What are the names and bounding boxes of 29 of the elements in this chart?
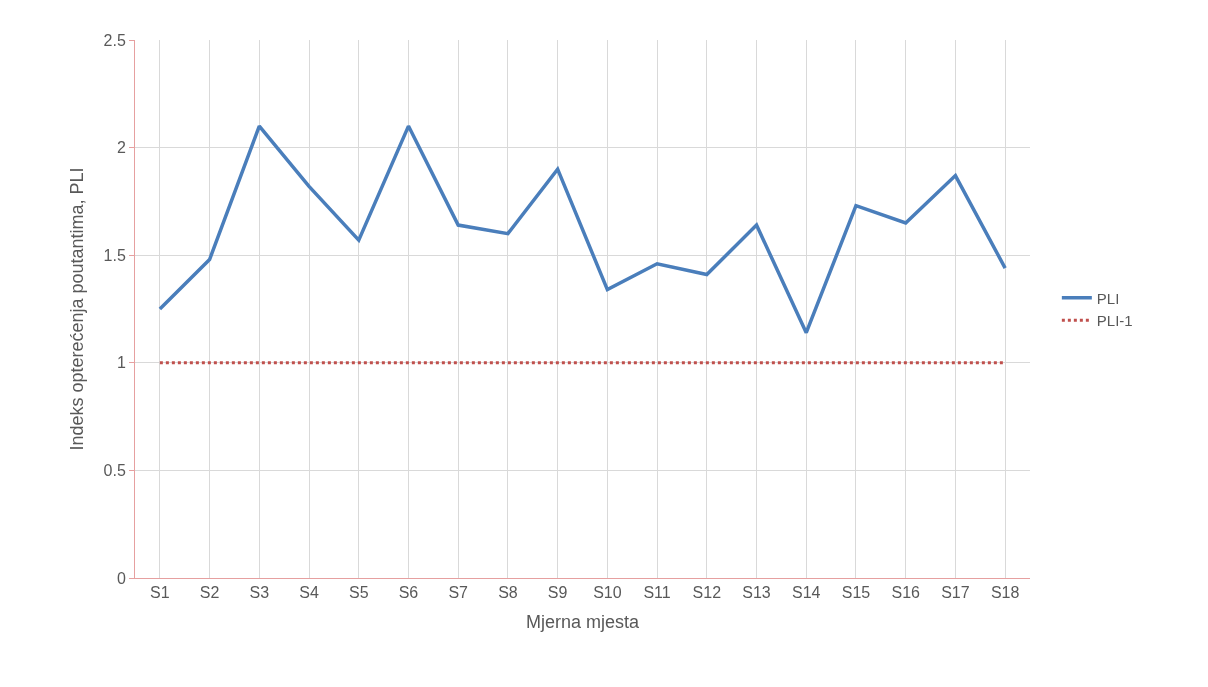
x-tick-label: S1 — [150, 584, 170, 602]
x-tick-label: S5 — [348, 584, 369, 602]
x-tick-label: S14 — [792, 584, 821, 602]
legend-label: PLI-1 — [1096, 312, 1133, 330]
y-tick-label: 0 — [116, 569, 126, 587]
x-axis-title: Mjerna mjesta — [525, 612, 640, 633]
x-tick-label: S11 — [643, 584, 671, 602]
x-tick-label: S16 — [891, 584, 921, 602]
y-tick-label: 2.5 — [103, 31, 126, 49]
x-tick-label: S9 — [547, 584, 568, 602]
x-tick-label: S12 — [692, 584, 722, 602]
x-tick-label: S17 — [941, 584, 970, 602]
x-tick-label: S8 — [498, 584, 518, 602]
x-tick-label: S2 — [199, 584, 220, 602]
x-tick-label: S13 — [742, 584, 771, 602]
y-axis-title: Indeks opterećenja poutantima, PLI — [66, 167, 87, 451]
x-tick-label: S10 — [593, 584, 622, 602]
x-tick-label: S4 — [299, 584, 319, 602]
x-tick-label: S6 — [398, 584, 419, 602]
line-series — [158, 124, 1007, 335]
legend-label: PLI — [1096, 289, 1120, 307]
x-tick-label: S18 — [990, 584, 1020, 602]
y-tick-label: 2 — [116, 139, 126, 157]
y-tick-label: 0.5 — [103, 462, 126, 479]
x-tick-label: S15 — [841, 584, 871, 602]
x-tick-label: S7 — [448, 584, 469, 602]
x-tick-label: S3 — [249, 584, 270, 602]
y-tick-label: 1 — [116, 354, 126, 372]
y-tick-label: 1.5 — [103, 246, 126, 264]
